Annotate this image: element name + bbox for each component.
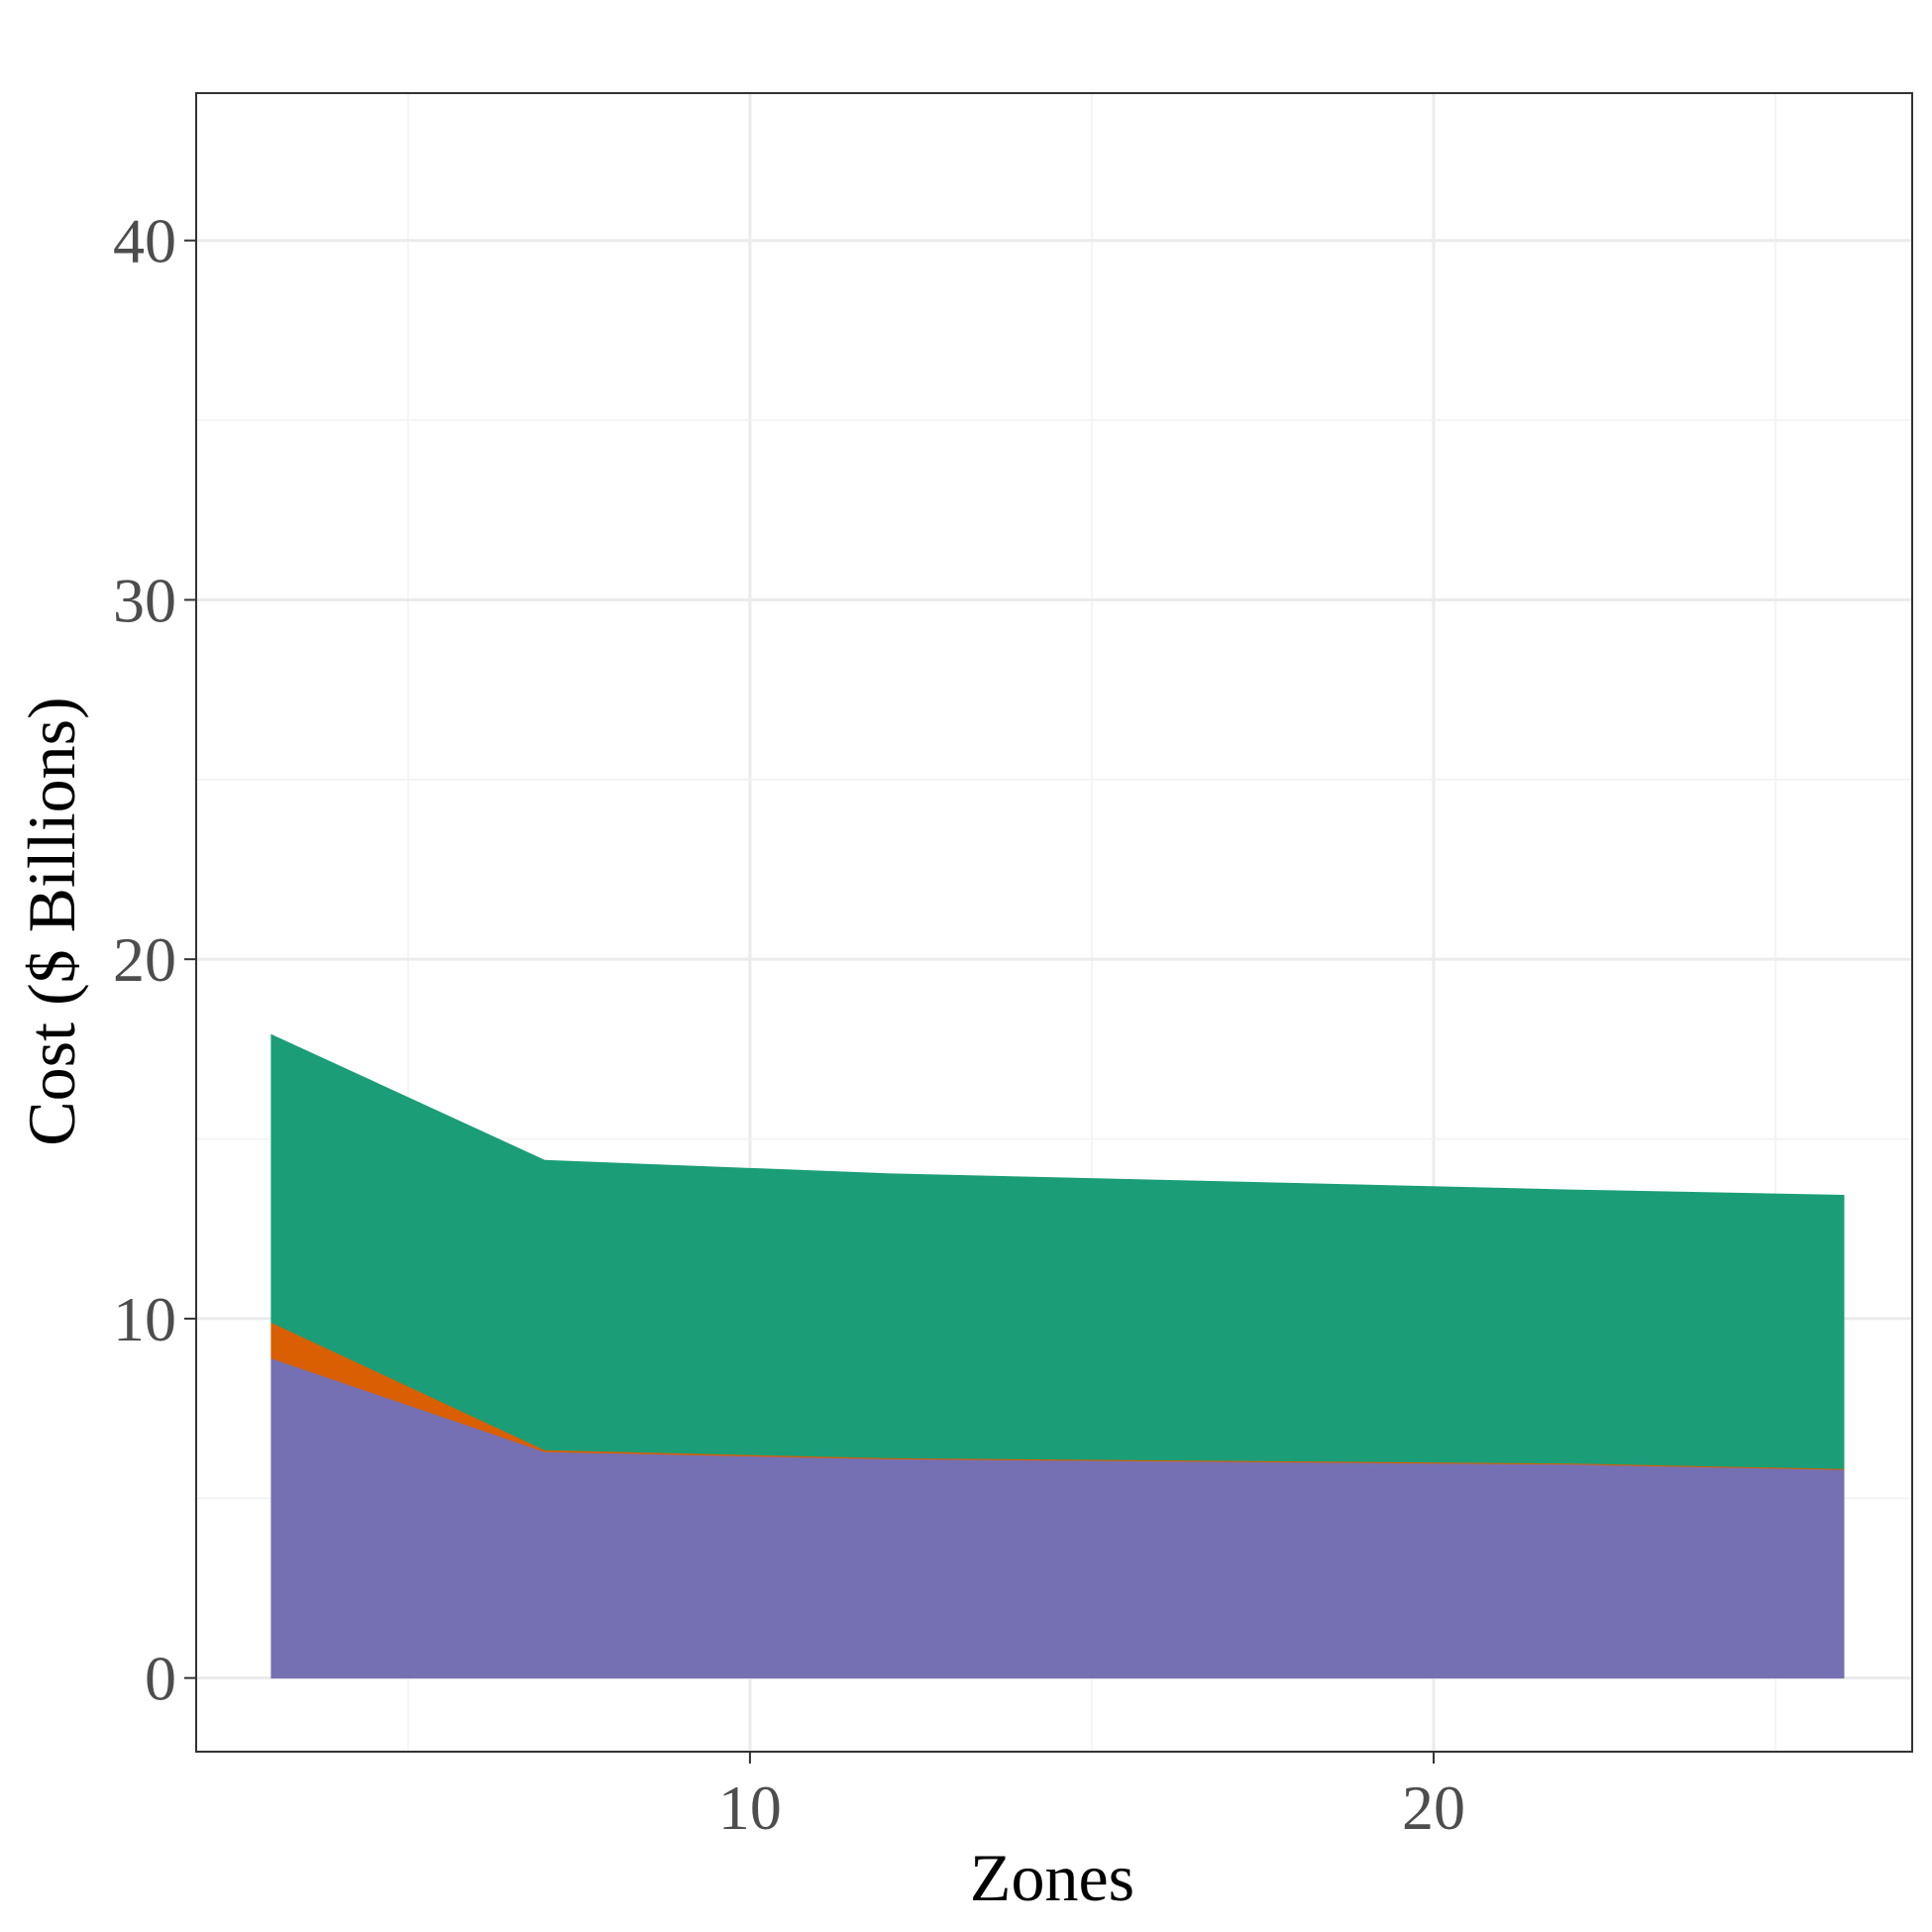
axis-ticks: 0 10 20 30 40 10 20	[113, 206, 1465, 1843]
y-axis-title: Cost ($ Billions)	[14, 697, 89, 1145]
area-series-3	[270, 1033, 1845, 1469]
y-tick-label: 20	[113, 924, 176, 995]
area-series-group	[270, 1033, 1845, 1679]
panel-border	[195, 92, 1913, 1753]
y-tick-label: 10	[113, 1284, 176, 1354]
x-axis-title: Zones	[970, 1840, 1134, 1915]
y-tick-label: 0	[145, 1644, 176, 1714]
x-tick-label: 10	[718, 1772, 782, 1843]
y-tick-label: 30	[113, 565, 176, 635]
x-tick-label: 20	[1402, 1772, 1465, 1843]
y-tick-label: 40	[113, 206, 176, 276]
